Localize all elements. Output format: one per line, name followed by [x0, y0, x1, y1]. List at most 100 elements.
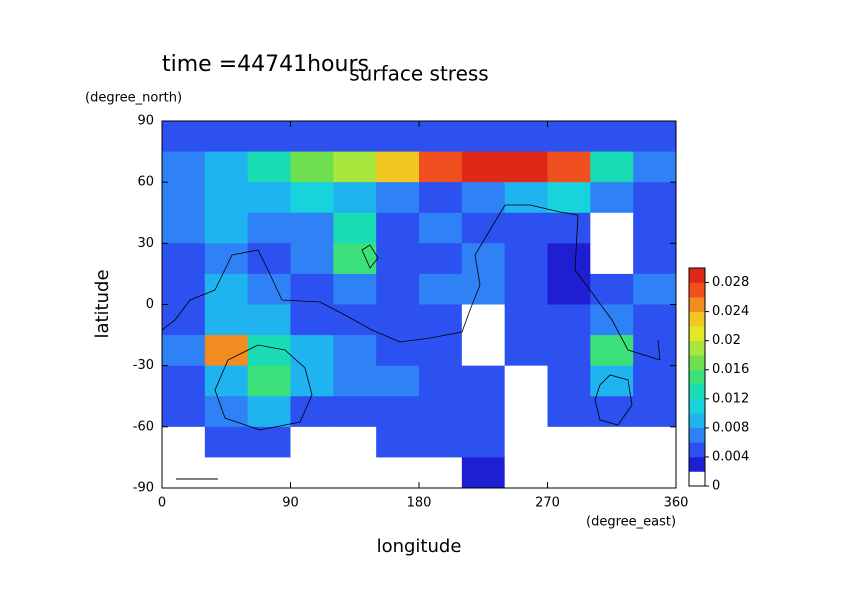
- colorbar-bin: [689, 456, 705, 472]
- cell: [547, 335, 591, 367]
- cell: [333, 151, 377, 183]
- cell: [547, 273, 591, 305]
- colorbar-bin: [689, 384, 705, 400]
- colorbar-bin: [689, 282, 705, 298]
- cell: [590, 457, 634, 489]
- x-units: (degree_east): [586, 515, 676, 530]
- colorbar-bin: [689, 297, 705, 312]
- cell: [333, 304, 377, 336]
- colorbar-bin: [689, 427, 705, 443]
- cell: [376, 212, 420, 244]
- cell: [461, 273, 506, 305]
- cell: [419, 457, 463, 489]
- cell: [590, 151, 634, 183]
- cell: [333, 426, 377, 458]
- cell: [504, 457, 548, 489]
- cell: [590, 426, 634, 458]
- colorbar-bin: [689, 398, 705, 414]
- cell: [504, 151, 548, 183]
- cell: [290, 365, 334, 397]
- cell: [590, 243, 634, 275]
- cell: [633, 212, 677, 244]
- cell: [633, 151, 677, 183]
- cell: [204, 396, 249, 428]
- cell: [376, 396, 420, 428]
- y-tick-label: -30: [133, 358, 154, 373]
- cell: [247, 182, 291, 214]
- cell: [247, 304, 291, 336]
- cell: [376, 457, 420, 489]
- cell: [333, 365, 377, 397]
- colorbar-tick-label: 0.024: [712, 304, 749, 319]
- cell: [461, 304, 506, 336]
- cell: [376, 273, 420, 305]
- colorbar-frame: [688, 267, 706, 487]
- cell: [547, 426, 591, 458]
- cell: [290, 182, 334, 214]
- cell: [461, 457, 506, 489]
- cell: [461, 335, 506, 367]
- x-tick-label: 0: [158, 496, 166, 511]
- colorbar-tick-label: 0.02: [712, 333, 741, 348]
- cell: [419, 396, 463, 428]
- y-tick-label: 60: [137, 175, 154, 190]
- cell: [247, 396, 291, 428]
- cell: [247, 457, 291, 489]
- x-tick-label: 360: [664, 496, 689, 511]
- y-tick-label: -90: [133, 481, 154, 496]
- coastline: [161, 204, 661, 431]
- cell: [504, 396, 548, 428]
- cell: [204, 182, 249, 214]
- cell: [419, 151, 463, 183]
- cell: [633, 396, 677, 428]
- cell: [204, 212, 249, 244]
- y-tick-label: 30: [137, 236, 154, 251]
- cell: [376, 121, 420, 153]
- cell: [162, 151, 206, 183]
- colorbar-bin: [689, 442, 705, 458]
- colorbar-tick-label: 0: [712, 479, 720, 494]
- cell: [376, 426, 420, 458]
- colorbar-bin: [689, 413, 705, 429]
- cell: [162, 212, 206, 244]
- cell: [504, 121, 548, 153]
- cell: [204, 304, 249, 336]
- field: [162, 121, 677, 489]
- chart-title: surface stress: [349, 62, 488, 86]
- cell: [162, 182, 206, 214]
- cell: [504, 212, 548, 244]
- cell: [419, 212, 463, 244]
- cell: [547, 151, 591, 183]
- cell: [547, 304, 591, 336]
- cell: [547, 243, 591, 275]
- cell: [633, 335, 677, 367]
- cell: [633, 365, 677, 397]
- colorbar: 0 0.004 0.008 0.012 0.016 0.02 0.024 0.028: [688, 267, 749, 494]
- cell: [290, 457, 334, 489]
- cell: [504, 335, 548, 367]
- cell: [333, 212, 377, 244]
- cell: [247, 335, 291, 367]
- x-tick-label: 90: [282, 496, 299, 511]
- cell: [590, 121, 634, 153]
- cell: [333, 121, 377, 153]
- cell: [504, 182, 548, 214]
- cell: [633, 457, 677, 489]
- cell: [461, 243, 506, 275]
- cell: [461, 121, 506, 153]
- cell: [547, 182, 591, 214]
- cell: [633, 426, 677, 458]
- cell: [290, 273, 334, 305]
- cell: [290, 335, 334, 367]
- cell: [504, 273, 548, 305]
- colorbar-tick-label: 0.004: [712, 449, 749, 464]
- cell: [247, 243, 291, 275]
- colorbar-tick-label: 0.028: [712, 275, 749, 290]
- cell: [633, 121, 677, 153]
- x-tick-label: 270: [535, 496, 560, 511]
- colorbar-tick-label: 0.016: [712, 362, 749, 377]
- cell: [547, 121, 591, 153]
- cell: [547, 457, 591, 489]
- cell: [162, 273, 206, 305]
